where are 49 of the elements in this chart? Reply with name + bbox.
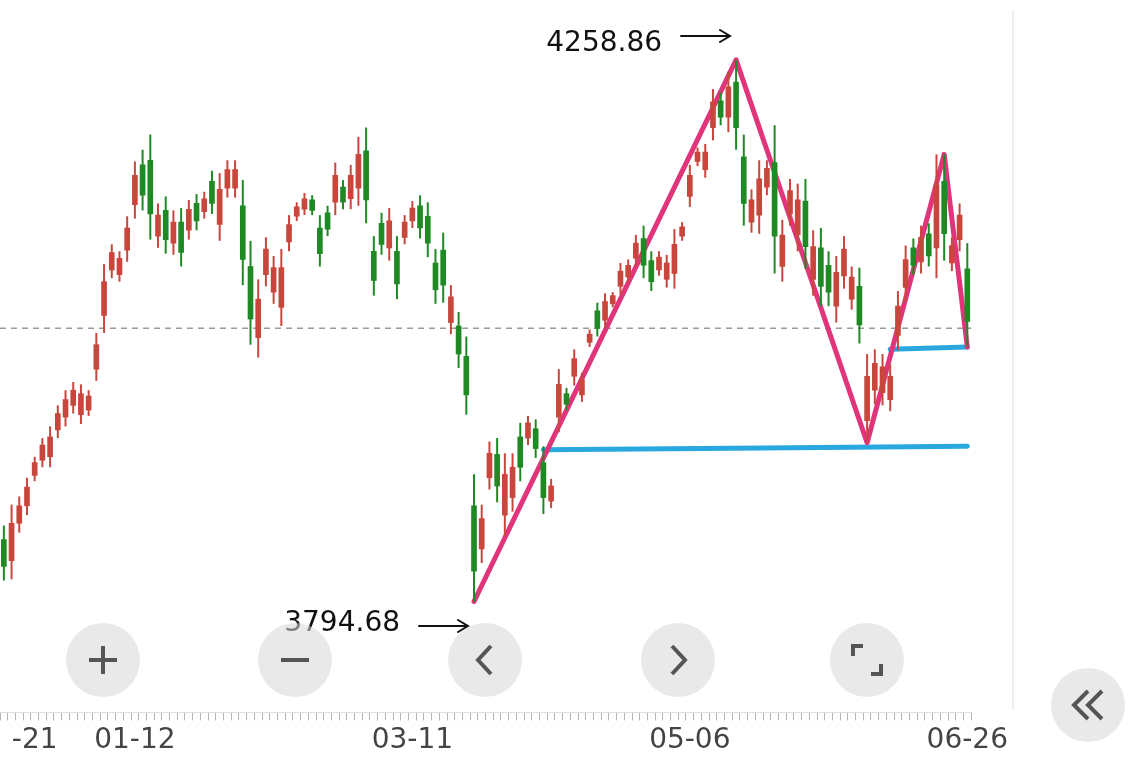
candlestick: [532, 418, 539, 459]
candlestick: [155, 202, 161, 249]
candlestick: [679, 221, 685, 242]
candlestick: [232, 159, 238, 199]
text: 3794.68: [284, 605, 401, 639]
candlestick: [31, 455, 38, 483]
candlestick: [548, 477, 554, 510]
candlestick: [687, 163, 693, 208]
text: 4258.86: [546, 25, 663, 59]
candlestick: [24, 476, 30, 517]
candlestick: [209, 169, 215, 215]
candlestick: [70, 381, 77, 415]
candlestick: [648, 250, 655, 292]
candlestick: [124, 215, 131, 263]
x-tick-label: -21: [11, 722, 58, 756]
candlestick: [54, 404, 61, 440]
candlestick: [309, 194, 315, 217]
candlestick: [78, 383, 84, 426]
candlestick: [340, 179, 346, 211]
candlestick: [286, 214, 292, 253]
candlestick: [579, 371, 585, 403]
candlestick: [633, 233, 639, 268]
candlestick: [47, 425, 53, 469]
candlestick: [108, 243, 115, 280]
x-tick-label: 06-26: [926, 722, 1008, 756]
candlestick: [925, 222, 932, 268]
x-tick-label: 01-12: [94, 722, 176, 756]
candlestick: [625, 258, 631, 284]
candlestick: [563, 386, 570, 412]
candlestick: [764, 159, 770, 197]
candlestick: [602, 292, 608, 330]
candlestick: [702, 142, 709, 179]
candlestick: [571, 348, 578, 387]
candlestick: [910, 237, 917, 276]
candlestick: [224, 159, 231, 199]
candlestick: [656, 250, 662, 277]
candlestick: [663, 253, 670, 289]
candlestick: [347, 163, 354, 211]
x-tick-label: 03-11: [371, 722, 454, 756]
candlestick: [293, 201, 300, 222]
candlestick: [16, 495, 23, 534]
candlestick: [848, 265, 855, 311]
candlestick: [949, 236, 955, 273]
candlestick: [186, 198, 192, 241]
candlestick: [301, 191, 308, 217]
candlestick: [417, 194, 423, 240]
candlestick: [201, 190, 208, 220]
x-tick-label: 05-06: [649, 722, 731, 756]
candlestick: [525, 414, 531, 447]
